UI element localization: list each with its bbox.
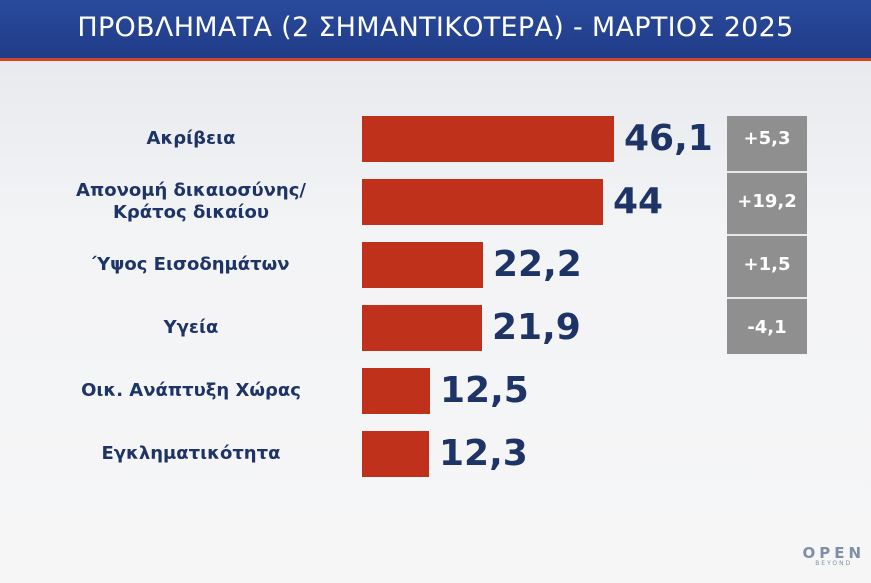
- channel-logo: OPEN BEYOND: [802, 544, 865, 567]
- category-label: Ύψος Εισοδημάτων: [92, 254, 290, 275]
- value-label: 12,5: [440, 370, 529, 411]
- change-separator: [727, 171, 807, 173]
- category-label: Οικ. Ανάπτυξη Χώρας: [81, 380, 301, 401]
- value-label: 22,2: [493, 244, 582, 285]
- category-label: Υγεία: [163, 317, 219, 338]
- change-separator: [727, 297, 807, 299]
- change-value: +5,3: [743, 128, 791, 149]
- bar: [362, 368, 430, 414]
- change-box: [727, 116, 807, 354]
- bar: [362, 431, 429, 477]
- bar: [362, 305, 482, 351]
- value-label: 12,3: [439, 433, 528, 474]
- bar: [362, 179, 603, 225]
- logo-subtext: BEYOND: [815, 560, 853, 567]
- change-value: -4,1: [747, 317, 787, 338]
- value-label: 46,1: [624, 118, 713, 159]
- value-label: 44: [613, 181, 664, 222]
- category-label: Απονομή δικαιοσύνης/ Κράτος δικαίου: [76, 180, 306, 223]
- value-label: 21,9: [492, 307, 581, 348]
- bar: [362, 116, 614, 162]
- category-label: Ακρίβεια: [146, 128, 236, 149]
- change-value: +1,5: [743, 254, 791, 275]
- logo-text: OPEN: [802, 544, 865, 562]
- header-bar: ΠΡΟΒΛΗΜΑΤΑ (2 ΣΗΜΑΝΤΙΚΟΤΕΡΑ) - ΜΑΡΤΙΟΣ 2…: [0, 0, 871, 61]
- page-title: ΠΡΟΒΛΗΜΑΤΑ (2 ΣΗΜΑΝΤΙΚΟΤΕΡΑ) - ΜΑΡΤΙΟΣ 2…: [77, 12, 794, 43]
- change-separator: [727, 234, 807, 236]
- category-label: Εγκληματικότητα: [101, 443, 281, 464]
- change-value: +19,2: [737, 191, 797, 212]
- bar: [362, 242, 483, 288]
